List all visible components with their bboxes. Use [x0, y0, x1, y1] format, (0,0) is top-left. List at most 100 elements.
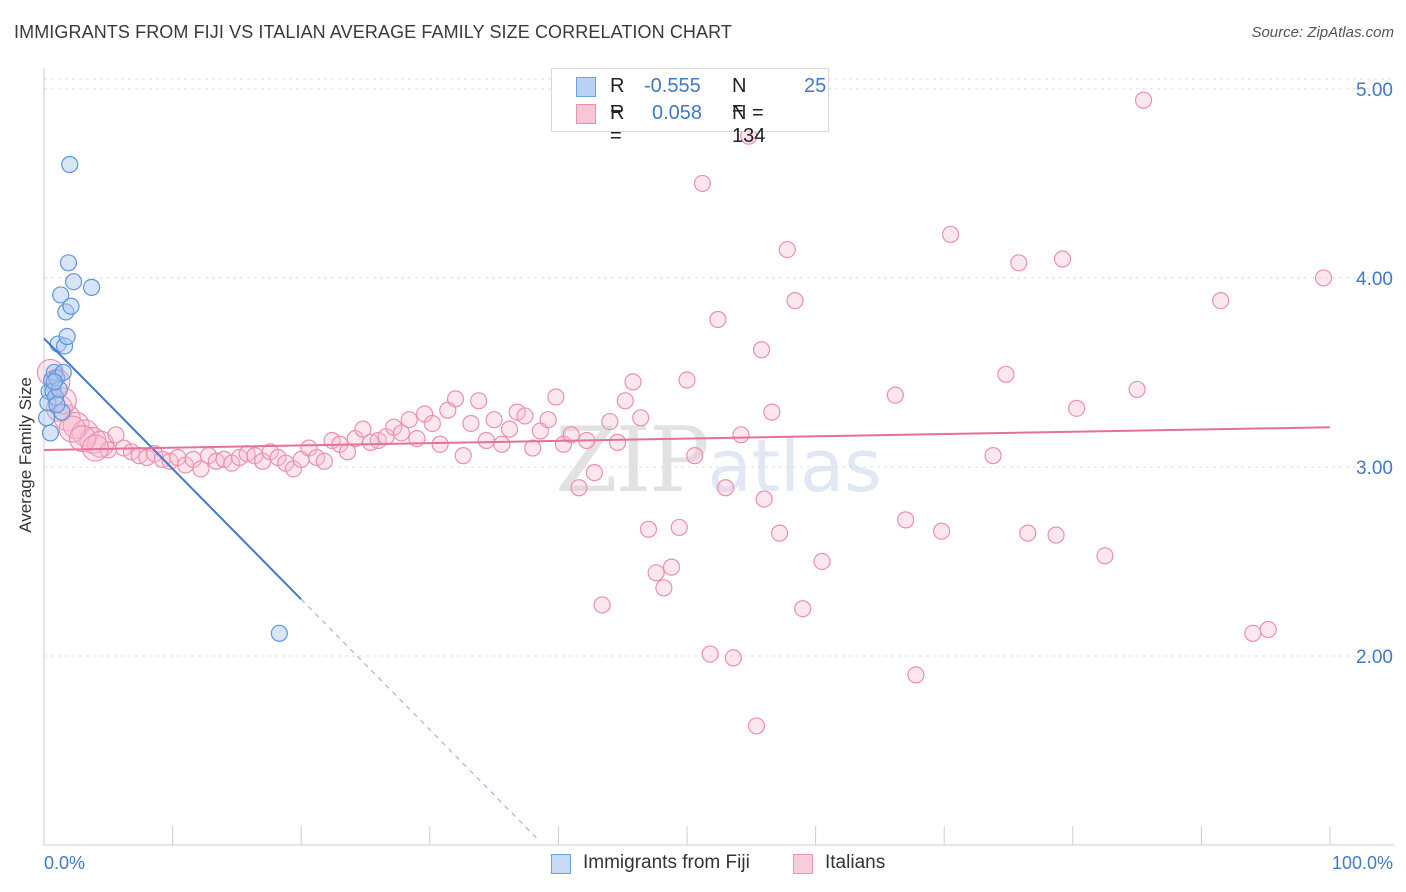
point-italians — [616, 392, 634, 410]
point-italians — [400, 411, 418, 429]
point-italians — [423, 414, 441, 433]
legend-r-value: -0.555 — [644, 75, 701, 97]
point-italians — [701, 645, 719, 663]
point-italians — [315, 452, 333, 470]
legend-swatch-italians — [576, 104, 596, 124]
point-italians — [655, 579, 673, 597]
point-italians — [693, 174, 712, 193]
point-italians — [752, 341, 771, 359]
legend-r-label: R = — [610, 75, 625, 120]
y-tick-label: 5.00 — [1356, 80, 1393, 101]
point-italians — [500, 420, 519, 438]
y-tick-label: 3.00 — [1356, 458, 1393, 479]
point-italians — [431, 435, 449, 453]
point-fiji — [54, 363, 72, 382]
point-italians — [1259, 620, 1277, 639]
point-italians — [516, 407, 534, 425]
point-italians — [1053, 250, 1072, 268]
point-italians — [907, 666, 925, 684]
legend-swatch-fiji — [576, 77, 596, 97]
point-fiji — [62, 297, 80, 315]
point-italians — [608, 433, 627, 451]
point-italians — [639, 520, 658, 538]
legend-r-label: R = — [610, 102, 625, 147]
point-fiji — [61, 155, 79, 174]
point-italians — [1212, 292, 1230, 310]
point-italians — [524, 439, 542, 457]
point-italians — [107, 426, 125, 444]
point-fiji — [82, 278, 101, 296]
point-fiji — [41, 424, 60, 442]
point-italians — [392, 424, 411, 442]
point-italians — [485, 411, 503, 429]
point-italians — [984, 447, 1002, 465]
bottom-legend-swatch-fiji — [551, 854, 571, 874]
point-italians — [933, 522, 951, 540]
point-italians — [662, 558, 681, 576]
point-fiji — [48, 395, 66, 414]
x-tick-label-min: 0.0% — [44, 853, 85, 873]
point-italians — [778, 240, 796, 259]
point-italians — [747, 717, 766, 735]
point-fiji — [59, 254, 78, 272]
point-italians — [755, 490, 773, 508]
point-italians — [794, 600, 812, 618]
point-italians — [686, 447, 704, 465]
legend-n-label: N = 134 — [732, 102, 766, 147]
trendline-fiji — [43, 337, 302, 600]
point-italians — [670, 518, 688, 537]
trendline-italians — [43, 426, 1331, 451]
point-italians — [477, 431, 495, 450]
point-italians — [1010, 254, 1028, 272]
point-fiji — [64, 273, 83, 291]
point-fiji — [58, 327, 76, 346]
legend-r-value: 0.058 — [652, 102, 703, 124]
bottom-legend-label-italians: Italians — [825, 852, 886, 873]
point-italians — [562, 426, 580, 444]
point-italians — [585, 464, 604, 482]
point-italians — [624, 373, 642, 391]
point-italians — [732, 426, 750, 444]
y-tick-label: 2.00 — [1356, 647, 1393, 668]
trendline-fiji-extension — [300, 598, 540, 841]
point-italians — [539, 411, 557, 429]
point-italians — [1096, 547, 1114, 565]
source-label: Source: ZipAtlas.com — [1251, 24, 1394, 41]
point-italians — [493, 435, 511, 453]
point-fiji — [52, 286, 70, 304]
point-italians — [632, 409, 650, 427]
point-italians — [58, 415, 86, 443]
x-tick-label-max: 100.0% — [1332, 853, 1393, 873]
point-italians — [601, 412, 619, 431]
y-tick-label: 4.00 — [1356, 269, 1393, 290]
point-italians — [192, 460, 210, 478]
point-italians — [470, 392, 488, 410]
point-italians — [763, 403, 781, 421]
point-italians — [593, 596, 611, 614]
point-italians — [462, 414, 480, 433]
point-italians — [647, 564, 665, 582]
point-italians — [813, 552, 831, 571]
point-italians — [454, 447, 472, 465]
point-italians — [1244, 624, 1262, 642]
point-italians — [1314, 269, 1333, 287]
point-italians — [886, 386, 904, 404]
point-italians — [570, 479, 588, 497]
legend-n-label: N = — [732, 75, 747, 120]
point-italians — [678, 371, 696, 389]
correlation-legend: R = -0.555 N = 25 R = 0.058 N = 134 — [551, 68, 829, 147]
point-italians — [786, 292, 804, 310]
point-fiji — [37, 409, 56, 427]
point-italians — [770, 524, 789, 542]
point-italians — [1068, 399, 1086, 417]
point-italians — [942, 225, 960, 244]
legend-n-value: 25 — [804, 75, 827, 97]
point-italians — [547, 388, 565, 406]
point-italians — [997, 365, 1015, 383]
point-italians — [1128, 380, 1146, 399]
chart-title: IMMIGRANTS FROM FIJI VS ITALIAN AVERAGE … — [14, 22, 733, 42]
point-italians — [716, 479, 735, 497]
point-italians — [724, 649, 742, 667]
bottom-legend-label-fiji: Immigrants from Fiji — [583, 852, 750, 873]
point-italians — [1047, 526, 1065, 544]
